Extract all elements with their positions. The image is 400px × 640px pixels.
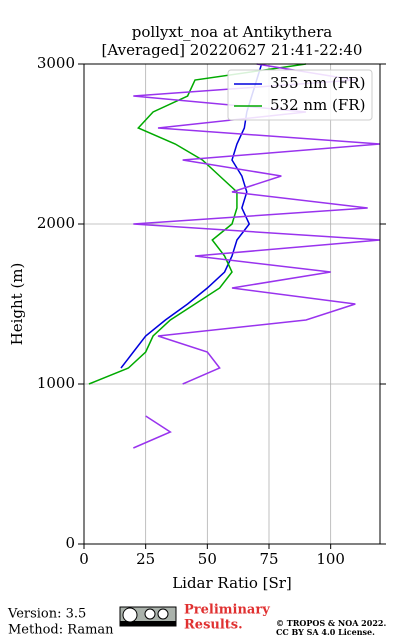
series-line <box>88 63 307 385</box>
y-tick-label: 0 <box>65 534 75 552</box>
copyright: CC BY SA 4.0 License. <box>276 627 375 637</box>
y-tick-label: 1000 <box>37 374 75 392</box>
y-axis-label: Height (m) <box>8 263 26 346</box>
chart-subtitle: [Averaged] 20220627 21:41-22:40 <box>102 41 363 59</box>
y-tick-label: 3000 <box>37 54 75 72</box>
legend-box <box>227 69 373 121</box>
preliminary: Results. <box>184 618 243 633</box>
chart-title: pollyxt_noa at Antikythera <box>132 23 332 41</box>
legend-label: 532 nm (FR) <box>270 96 365 114</box>
legend-label: 355 nm (FR) <box>270 74 365 92</box>
x-tick-label: 50 <box>198 550 217 568</box>
copyright: © TROPOS & NOA 2022. <box>276 618 386 628</box>
x-tick-label: 75 <box>259 550 278 568</box>
y-tick-label: 2000 <box>37 214 75 232</box>
cc-logo <box>119 606 177 627</box>
series-line <box>133 63 381 449</box>
preliminary: Preliminary <box>184 603 270 618</box>
version: Version: 3.5 <box>7 607 86 622</box>
plot-frame <box>83 63 381 545</box>
x-tick-label: 25 <box>136 550 155 568</box>
x-tick-label: 100 <box>316 550 345 568</box>
x-tick-label: 0 <box>79 550 89 568</box>
method: Method: Raman <box>8 623 114 638</box>
x-axis-label: Lidar Ratio [Sr] <box>172 574 292 592</box>
